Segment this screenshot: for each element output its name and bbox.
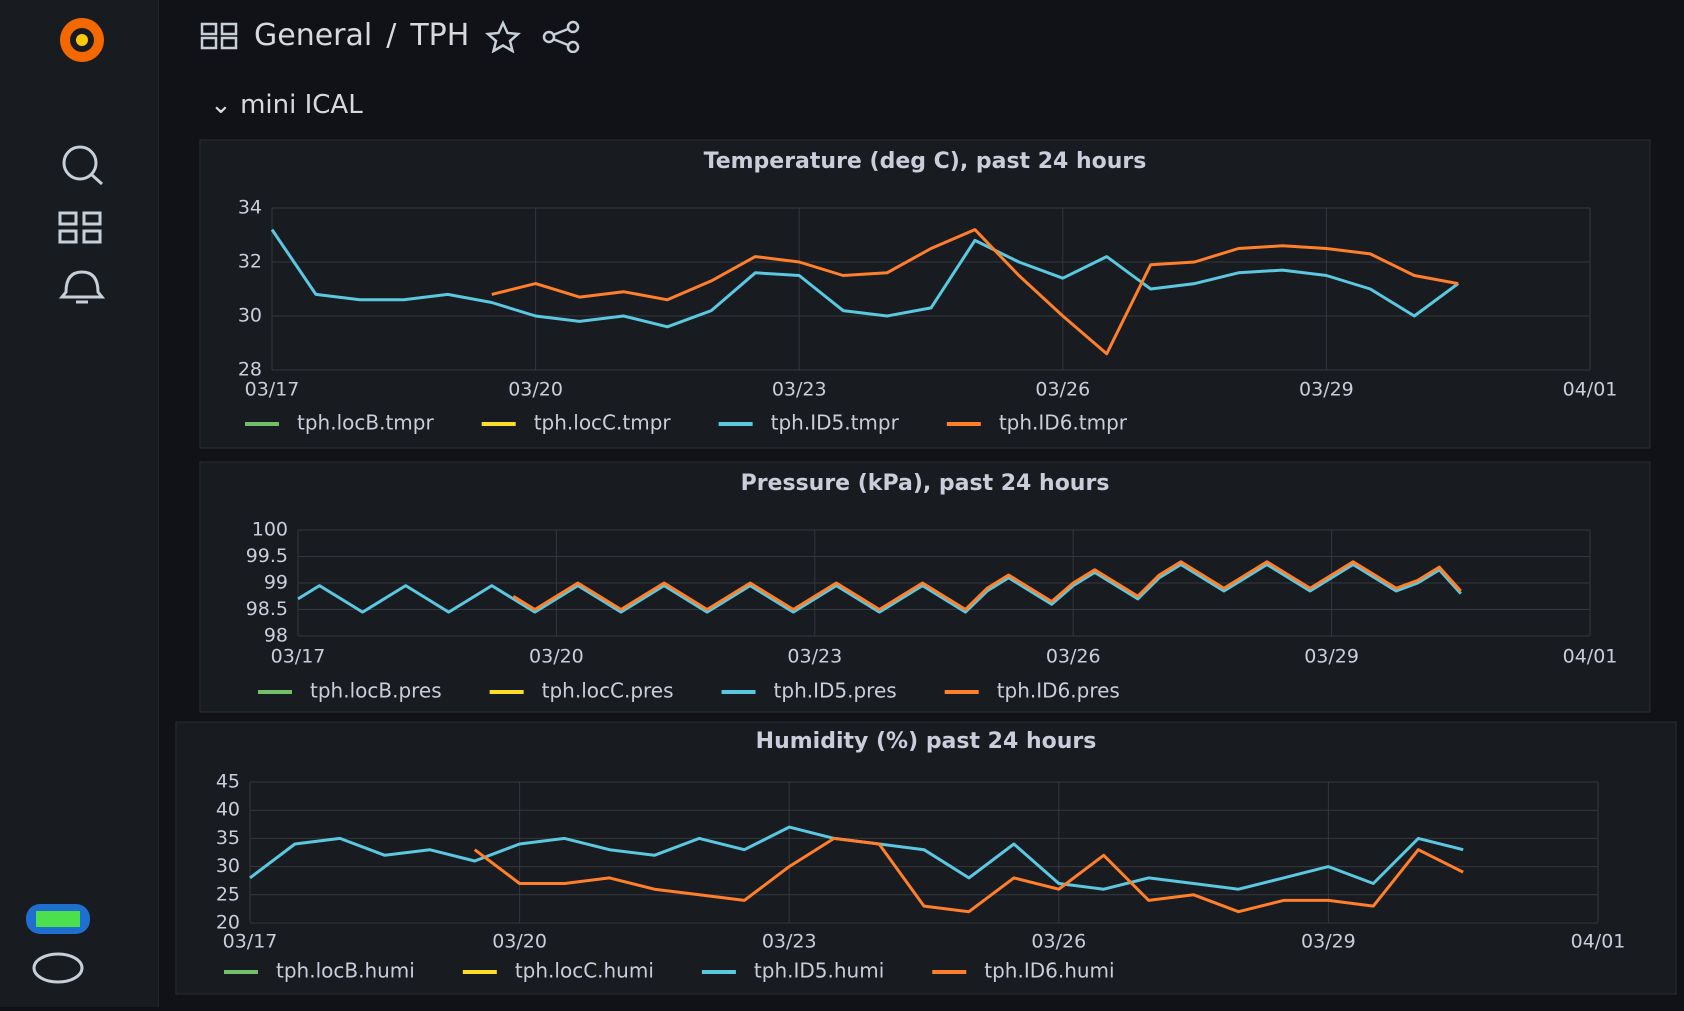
legend-label: tph.locB.tmpr	[297, 411, 434, 435]
y-tick-label: 30	[216, 855, 240, 877]
dashboards-icon[interactable]	[58, 211, 102, 244]
sidebar-icons	[26, 18, 106, 984]
icon-cell	[200, 36, 218, 49]
row-chevron: ⌄	[210, 90, 241, 120]
search-circle	[62, 145, 98, 181]
x-tick-label: 03/29	[1301, 931, 1356, 953]
y-tick-label: 20	[216, 912, 240, 934]
y-tick-label: 45	[216, 771, 240, 793]
icon-cell	[220, 36, 238, 49]
legend-label: tph.ID6.tmpr	[999, 411, 1128, 435]
search-icon[interactable]	[62, 145, 104, 186]
x-tick-label: 03/17	[223, 931, 278, 953]
y-tick-label: 28	[238, 359, 262, 381]
folder-name[interactable]: General	[254, 18, 373, 53]
panel-title: Pressure (kPa), past 24 hours	[741, 471, 1110, 496]
star-icon[interactable]	[483, 19, 523, 53]
x-tick-label: 03/29	[1299, 379, 1354, 401]
x-tick-label: 03/17	[245, 379, 300, 401]
y-tick-label: 99	[264, 572, 288, 594]
y-tick-label: 40	[216, 799, 240, 821]
x-tick-label: 04/01	[1563, 379, 1618, 401]
logo-dot	[76, 34, 88, 46]
x-tick-label: 03/20	[529, 646, 584, 668]
y-tick-label: 100	[252, 519, 288, 541]
x-tick-label: 04/01	[1571, 931, 1626, 953]
help-icon[interactable]	[32, 952, 84, 984]
panel-title: Temperature (deg C), past 24 hours	[704, 149, 1147, 174]
x-tick-label: 03/26	[1046, 646, 1101, 668]
legend-label: tph.ID6.humi	[984, 959, 1114, 983]
star	[485, 19, 522, 53]
grafana-logo[interactable]	[60, 18, 104, 62]
legend-label: tph.ID5.humi	[754, 959, 884, 983]
bell	[58, 270, 106, 299]
panel	[175, 721, 1677, 995]
legend-label: tph.ID5.tmpr	[771, 411, 900, 435]
share-edge	[552, 37, 569, 46]
y-tick-label: 99.5	[246, 545, 288, 567]
series-line	[473, 836, 1464, 914]
avatar[interactable]	[26, 904, 90, 934]
help-circle	[32, 952, 84, 984]
y-tick-label: 30	[238, 305, 262, 327]
legend-label: tph.ID5.pres	[774, 679, 897, 703]
legend-label: tph.locB.humi	[276, 959, 415, 983]
dashboard-icon	[200, 22, 238, 49]
y-tick-label: 34	[238, 197, 262, 219]
breadcrumb: General / TPH	[200, 18, 587, 53]
legend-label: tph.locC.tmpr	[534, 411, 672, 435]
x-tick-label: 03/26	[1035, 379, 1090, 401]
grid-cell	[82, 211, 102, 226]
share-node	[567, 40, 580, 53]
share-node	[543, 30, 556, 43]
alerts-icon[interactable]	[58, 270, 106, 304]
panel-title: Humidity (%) past 24 hours	[756, 729, 1097, 754]
share-node	[567, 20, 580, 33]
series-line	[512, 560, 1462, 611]
legend-label: tph.locC.pres	[542, 679, 674, 703]
x-tick-label: 03/20	[492, 931, 547, 953]
icon-cell	[200, 22, 218, 35]
y-tick-label: 98	[264, 625, 288, 647]
legend-label: tph.locB.pres	[310, 679, 442, 703]
x-tick-label: 03/23	[787, 646, 842, 668]
grid-cell	[82, 229, 102, 244]
icon-cell	[220, 22, 238, 35]
series-line	[270, 228, 1460, 329]
y-tick-label: 25	[216, 883, 240, 905]
separator: /	[386, 18, 397, 53]
share-icon[interactable]	[537, 19, 587, 53]
legend-label: tph.locC.humi	[515, 959, 654, 983]
row-header[interactable]: ⌄ mini ICAL	[210, 90, 363, 120]
x-tick-label: 03/26	[1031, 931, 1086, 953]
x-tick-label: 04/01	[1563, 646, 1618, 668]
share-edge	[552, 27, 569, 36]
x-tick-label: 03/29	[1304, 646, 1359, 668]
x-tick-label: 03/23	[762, 931, 817, 953]
avatar-face	[36, 911, 80, 927]
x-tick-label: 03/23	[772, 379, 827, 401]
y-tick-label: 35	[216, 827, 240, 849]
series-line	[297, 563, 1462, 614]
search-handle	[90, 173, 104, 186]
panel	[199, 139, 1651, 449]
sidebar	[0, 0, 159, 1007]
row-title: mini ICAL	[240, 90, 363, 120]
legend-label: tph.ID6.pres	[997, 679, 1120, 703]
dashboard-name[interactable]: TPH	[410, 18, 470, 53]
grid-cell	[58, 229, 78, 244]
series-line	[491, 228, 1459, 356]
x-tick-label: 03/17	[271, 646, 326, 668]
y-tick-label: 98.5	[246, 598, 288, 620]
x-tick-label: 03/20	[508, 379, 563, 401]
y-tick-label: 32	[238, 251, 262, 273]
grid-cell	[58, 211, 78, 226]
